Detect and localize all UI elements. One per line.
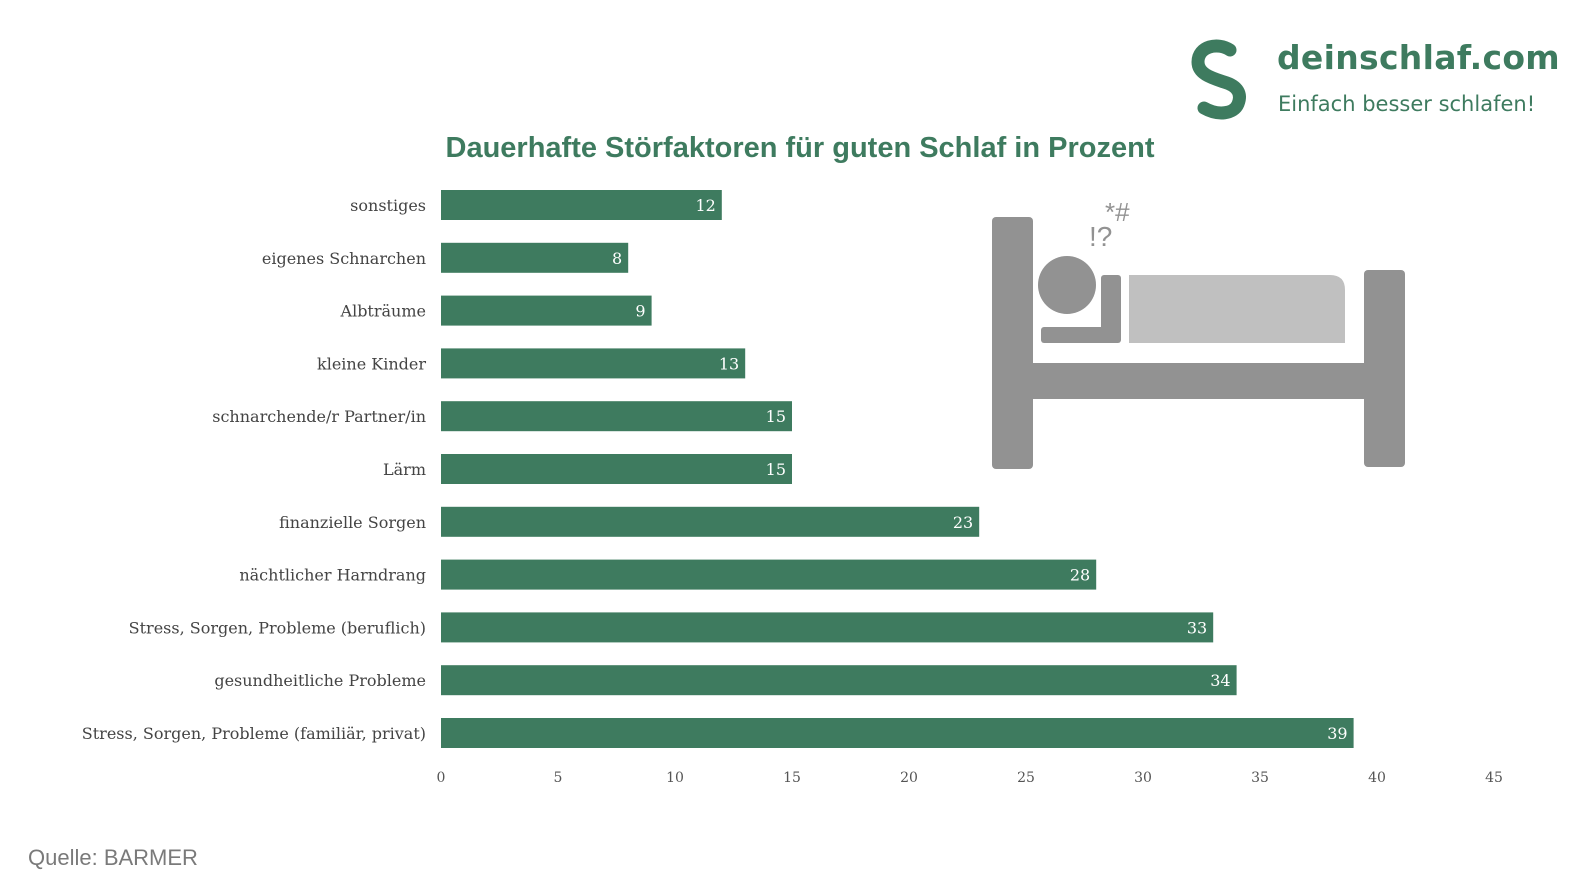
- bar: [441, 295, 652, 326]
- x-tick-label: 15: [783, 770, 801, 786]
- x-tick-label: 35: [1251, 770, 1269, 786]
- category-label: Lärm: [383, 460, 426, 479]
- brand-logo: deinschlaf.com Einfach besser schlafen!: [1190, 38, 1560, 128]
- data-label: 9: [635, 302, 645, 321]
- curse-symbols-top: *#: [1105, 197, 1130, 227]
- category-label: Albträume: [340, 302, 426, 321]
- x-tick-label: 20: [900, 770, 918, 786]
- data-label: 28: [1070, 566, 1090, 585]
- category-label: schnarchende/r Partner/in: [212, 407, 426, 426]
- source-note: Quelle: BARMER: [28, 845, 198, 870]
- x-tick-label: 10: [666, 770, 684, 786]
- bar: [441, 506, 980, 537]
- category-label: Stress, Sorgen, Probleme (beruflich): [129, 618, 426, 637]
- category-label: Stress, Sorgen, Probleme (familiär, priv…: [82, 724, 426, 743]
- bar: [441, 718, 1354, 748]
- bar: [441, 665, 1237, 696]
- bar: [441, 454, 792, 484]
- x-tick-label: 5: [554, 770, 563, 786]
- x-axis: 0 5 10 15 20 25 30 35 40 45: [437, 770, 1503, 786]
- bars-layer: 12 sonstiges 8 eigenes Schnarchen 9 Albträume…: [82, 190, 1354, 748]
- category-label: gesundheitliche Probleme: [214, 671, 426, 690]
- data-label: 15: [766, 460, 786, 479]
- bar: [441, 612, 1214, 643]
- category-label: finanzielle Sorgen: [279, 513, 426, 532]
- x-tick-label: 25: [1017, 770, 1035, 786]
- brand-tagline: Einfach besser schlafen!: [1278, 92, 1536, 116]
- category-label: eigenes Schnarchen: [262, 249, 426, 268]
- x-tick-label: 45: [1485, 770, 1503, 786]
- bed-illustration: *# !?: [992, 197, 1405, 469]
- category-label: nächtlicher Harndrang: [239, 566, 426, 585]
- bar: [441, 348, 746, 379]
- bed-headboard: [992, 217, 1033, 469]
- data-label: 8: [612, 249, 622, 268]
- pillow: [1101, 275, 1121, 343]
- category-label: kleine Kinder: [317, 354, 426, 373]
- bar: [441, 190, 722, 220]
- data-label: 13: [719, 354, 739, 373]
- data-label: 39: [1327, 724, 1347, 743]
- data-label: 34: [1210, 671, 1230, 690]
- blanket: [1129, 275, 1345, 343]
- curse-symbols-bottom: !?: [1089, 221, 1112, 252]
- brand-name: deinschlaf.com: [1277, 38, 1560, 77]
- bar: [441, 559, 1097, 590]
- data-label: 15: [766, 407, 786, 426]
- data-label: 23: [953, 513, 973, 532]
- sleeper-head-icon: [1038, 256, 1096, 314]
- bar: [441, 242, 629, 273]
- category-label: sonstiges: [350, 196, 426, 215]
- x-tick-label: 0: [437, 770, 446, 786]
- logo-s-icon: [1191, 39, 1246, 120]
- sleeper-arm: [1041, 327, 1107, 343]
- bar: [441, 401, 792, 432]
- x-tick-label: 40: [1368, 770, 1386, 786]
- bed-frame: [1032, 363, 1366, 399]
- x-tick-label: 30: [1134, 770, 1152, 786]
- bed-footboard: [1364, 270, 1405, 467]
- data-label: 33: [1187, 618, 1207, 637]
- data-label: 12: [695, 196, 715, 215]
- chart-title: Dauerhafte Störfaktoren für guten Schlaf…: [445, 132, 1155, 164]
